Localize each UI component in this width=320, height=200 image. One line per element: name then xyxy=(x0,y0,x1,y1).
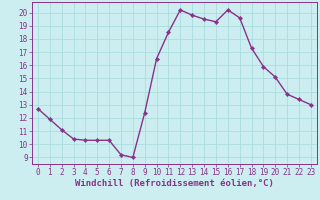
X-axis label: Windchill (Refroidissement éolien,°C): Windchill (Refroidissement éolien,°C) xyxy=(75,179,274,188)
